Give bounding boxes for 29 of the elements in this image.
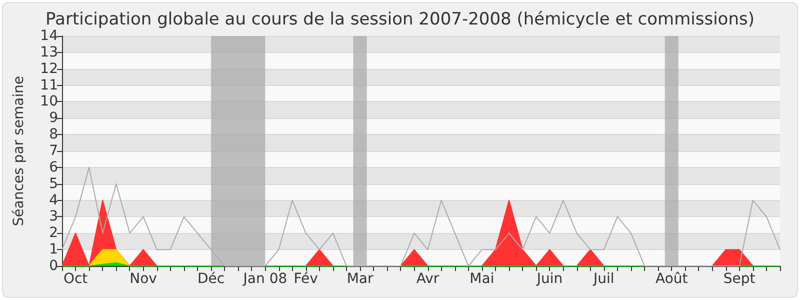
x-tick-label: Nov — [130, 271, 157, 287]
x-tick-label: Déc — [197, 271, 225, 287]
x-tick-label: Sept — [723, 271, 756, 287]
y-tick-label: 1 — [49, 242, 58, 258]
y-tick-label: 5 — [49, 176, 58, 192]
y-tick-label: 7 — [49, 143, 58, 159]
y-tick-label: 6 — [49, 159, 58, 176]
x-tick-label: Avr — [416, 271, 440, 287]
y-axis-title: Séances par semaine — [11, 76, 27, 226]
x-tick-label: Jan 08 — [242, 271, 288, 287]
y-tick-label: 12 — [40, 60, 58, 77]
x-tick-label: Juin — [536, 271, 563, 287]
y-tick-label: 4 — [49, 192, 58, 208]
x-tick-label: Mai — [470, 271, 494, 287]
y-tick-label: 8 — [49, 126, 58, 143]
y-tick-label: 0 — [49, 258, 58, 274]
y-tick-label: 3 — [49, 208, 58, 225]
chart-title: Participation globale au cours de la session 2007-2008 (hémicycle et commissions) — [46, 10, 754, 30]
x-tick-label: Juil — [592, 271, 614, 287]
y-tick-label: 9 — [49, 110, 58, 126]
y-tick-label: 10 — [40, 94, 58, 110]
y-tick-label: 11 — [40, 77, 58, 94]
x-tick-label: Mar — [346, 271, 374, 287]
y-tick-label: 14 — [40, 28, 58, 44]
x-tick-label: Août — [655, 271, 688, 287]
x-tick-label: Fév — [294, 271, 318, 287]
y-tick-label: 13 — [40, 44, 58, 60]
x-tick-label: Oct — [63, 271, 88, 287]
y-tick-label: 2 — [49, 225, 58, 242]
